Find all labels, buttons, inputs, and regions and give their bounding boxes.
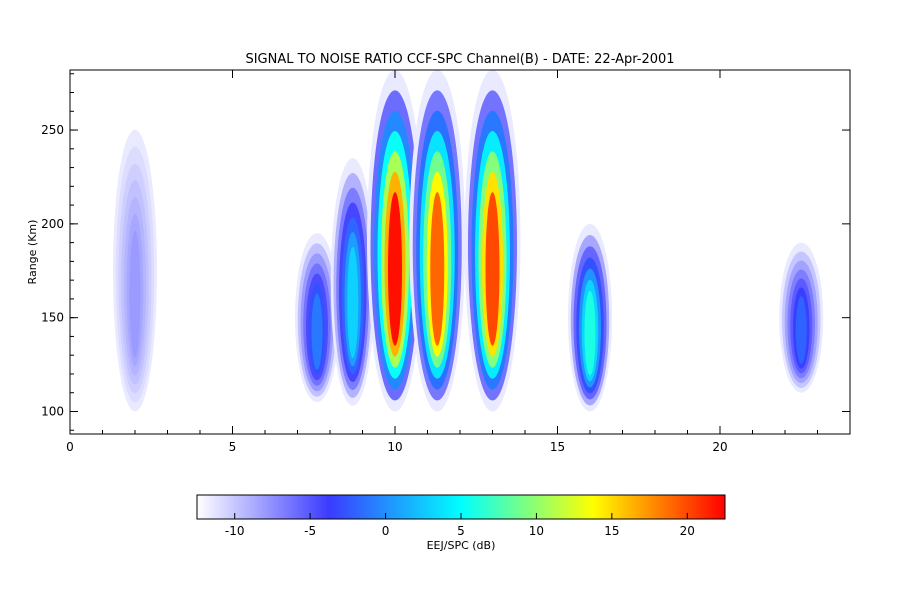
snr-contour (584, 290, 596, 376)
colorbar-tick-label: 0 (382, 524, 390, 538)
snr-contour (485, 192, 500, 346)
snr-echo-region (779, 242, 824, 393)
x-axis: 0 5 10 15 20 (66, 70, 851, 454)
snr-echo-region (295, 233, 339, 403)
snr-contour (129, 230, 141, 358)
snr-echo-region (330, 158, 375, 406)
snr-echo-region (367, 70, 423, 412)
snr-echo-region (113, 130, 157, 412)
y-tick-label: 250 (41, 123, 64, 137)
colorbar-tick-label: 10 (529, 524, 544, 538)
snr-contour (347, 246, 359, 359)
heatmap-plot-area (113, 70, 824, 412)
colorbar-tick-label: 15 (604, 524, 619, 538)
x-tick-label: 0 (66, 440, 74, 454)
y-tick-label: 200 (41, 217, 64, 231)
colorbar (196, 494, 726, 520)
chart-title: SIGNAL TO NOISE RATIO CCF-SPC Channel(B)… (245, 52, 674, 67)
x-tick-label: 10 (387, 440, 402, 454)
snr-contour (430, 192, 445, 346)
snr-echo-region (409, 70, 466, 412)
colorbar-tick-label: 20 (680, 524, 695, 538)
colorbar-tick-label: 5 (457, 524, 465, 538)
colorbar-tick-label: -5 (304, 524, 316, 538)
colorbar-label: EEJ/SPC (dB) (427, 539, 496, 552)
x-tick-label: 5 (229, 440, 237, 454)
snr-contour (388, 192, 402, 346)
y-axis-label: Range (Km) (26, 220, 39, 285)
snr-echo-region (464, 70, 521, 412)
colorbar-axis: -10 -5 0 5 10 15 20 (225, 513, 695, 538)
snr-contour (795, 296, 807, 364)
snr-echo-region (568, 223, 612, 412)
colorbar-tick-label: -10 (225, 524, 245, 538)
y-tick-label: 100 (41, 404, 64, 418)
x-tick-label: 15 (550, 440, 565, 454)
x-tick-label: 20 (712, 440, 727, 454)
snr-contour (311, 293, 323, 370)
y-tick-label: 150 (41, 311, 64, 325)
y-axis: 100 150 200 250 (41, 73, 850, 431)
